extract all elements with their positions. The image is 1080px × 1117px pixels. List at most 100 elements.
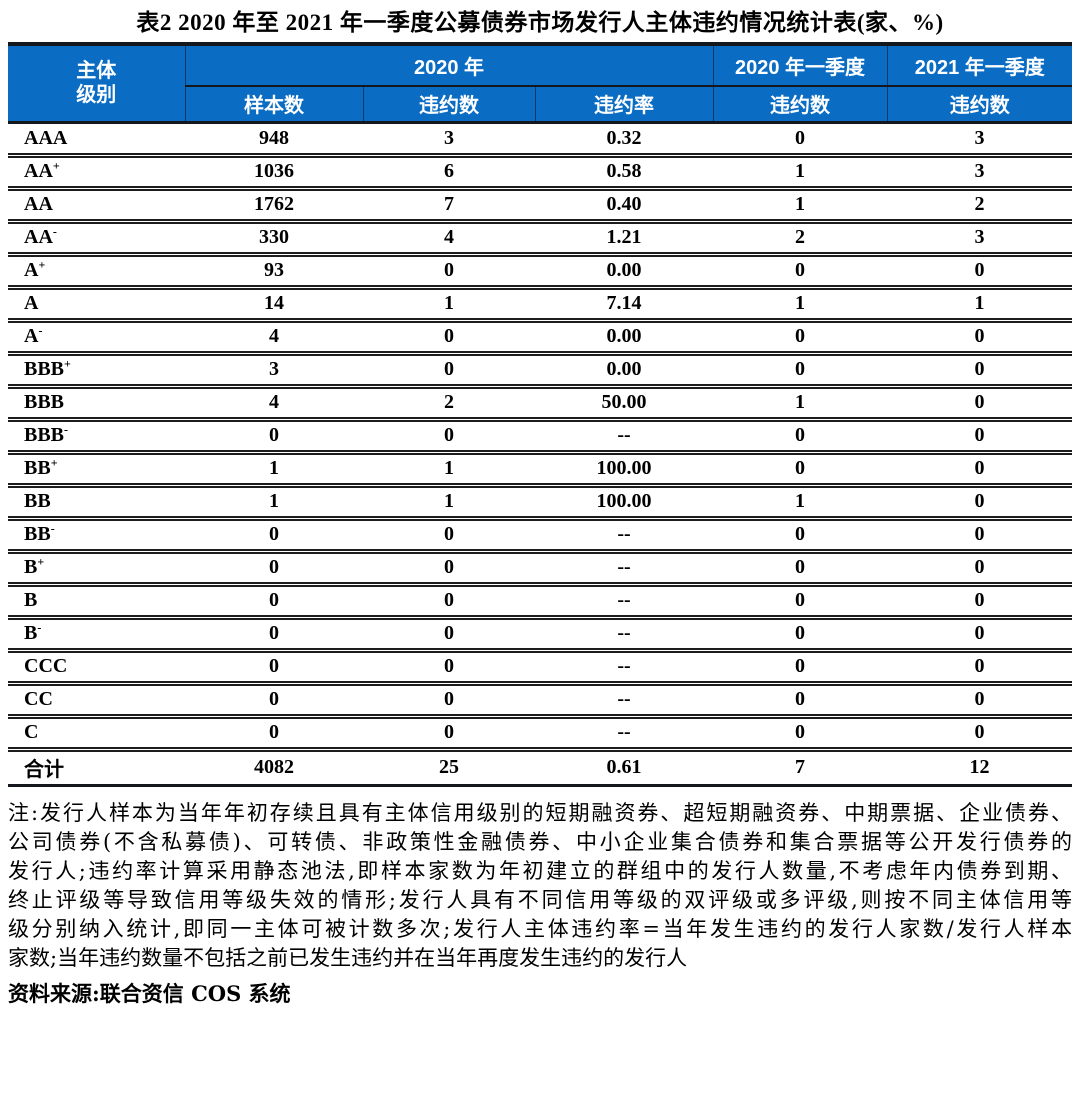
cell-value: 14: [185, 287, 363, 323]
table-header: 主体 级别 2020 年 2020 年一季度 2021 年一季度 样本数 违约数…: [8, 44, 1072, 124]
header-q1-2020: 2020 年一季度: [712, 44, 887, 87]
header-q1-2021-default-count: 违约数: [886, 86, 1072, 124]
total-row: 合计 4082 25 0.61 7 12: [8, 749, 1072, 787]
note-line: 家数;当年违约数量不包括之前已发生违约并在当年再度发生违约的发行人: [8, 945, 688, 970]
rating-label: A+: [8, 254, 185, 290]
cell-value: 0: [185, 617, 363, 653]
header-rating-level: 主体 级别: [8, 44, 185, 124]
cell-value: --: [535, 419, 713, 455]
rating-row: CC 0 0 -- 0 0: [8, 683, 1072, 719]
cell-value: 0: [185, 419, 363, 455]
note-line: 公司债券(不含私募债)、可转债、非政策性金融债券、中小企业集合债券和集合票据等公…: [8, 829, 1072, 854]
header-q1-2020-default-count: 违约数: [712, 86, 887, 124]
cell-value: 0: [887, 386, 1072, 422]
cell-value: 0: [363, 353, 535, 389]
rating-sup: +: [50, 455, 58, 470]
cell-value: 7.14: [535, 287, 713, 323]
cell-value: 0: [185, 650, 363, 686]
rating-row: AA 1762 7 0.40 1 2: [8, 188, 1072, 224]
default-statistics-table: 主体 级别 2020 年 2020 年一季度 2021 年一季度 样本数 违约数…: [8, 42, 1072, 787]
cell-value: 0: [363, 419, 535, 455]
cell-value: 0: [713, 650, 887, 686]
cell-value: 6: [363, 155, 535, 191]
cell-value: 0.00: [535, 320, 713, 356]
cell-value: 0: [363, 650, 535, 686]
rating-label: B: [8, 584, 185, 620]
cell-value: 0: [887, 452, 1072, 488]
rating-label: AA: [8, 188, 185, 224]
cell-value: 0.00: [535, 254, 713, 290]
rating-row: BBB 4 2 50.00 1 0: [8, 386, 1072, 422]
total-label: 合计: [8, 749, 185, 787]
cell-value: 0: [363, 716, 535, 752]
cell-value: 1: [713, 188, 887, 224]
cell-value: 0: [363, 584, 535, 620]
cell-value: 4: [185, 386, 363, 422]
cell-value: 0: [363, 320, 535, 356]
cell-value: 0: [363, 617, 535, 653]
rating-row: B- 0 0 -- 0 0: [8, 617, 1072, 653]
cell-value: 0.00: [535, 353, 713, 389]
cell-value: 4: [363, 221, 535, 257]
total-q1-2020-default-count: 7: [713, 749, 887, 787]
header-sample-count: 样本数: [184, 86, 363, 124]
rating-row: BBB+ 3 0 0.00 0 0: [8, 353, 1072, 389]
cell-value: 0.58: [535, 155, 713, 191]
cell-value: 1: [185, 485, 363, 521]
rating-label: CC: [8, 683, 185, 719]
rating-sup: -: [64, 422, 69, 437]
rating-label: B-: [8, 617, 185, 653]
table-title: 表2 2020 年至 2021 年一季度公募债券市场发行人主体违约情况统计表(家…: [136, 10, 944, 35]
rating-label: BBB-: [8, 419, 185, 455]
cell-value: 50.00: [535, 386, 713, 422]
cell-value: 0: [185, 518, 363, 554]
cell-value: 1036: [185, 155, 363, 191]
source-line: 资料来源:联合资信 COS 系统: [8, 980, 1072, 1008]
cell-value: 0: [713, 683, 887, 719]
note-line: 终止评级等导致信用等级失效的情形;发行人具有不同信用等级的双评级或多评级,则按不…: [8, 887, 1072, 912]
rating-row: BB 1 1 100.00 1 0: [8, 485, 1072, 521]
cell-value: 0: [713, 518, 887, 554]
rating-label: A: [8, 287, 185, 323]
table-notes: 注:发行人样本为当年年初存续且具有主体信用级别的短期融资券、超短期融资券、中期票…: [8, 799, 1072, 973]
cell-value: 0: [713, 320, 887, 356]
rating-sup: -: [52, 224, 57, 239]
header-q1-2021: 2021 年一季度: [886, 44, 1072, 87]
note-line: 发行人;违约率计算采用静态池法,即样本家数为年初建立的群组中的发行人数量,不考虑…: [8, 858, 1072, 883]
rating-sup: +: [64, 356, 71, 371]
cell-value: 0: [713, 254, 887, 290]
cell-value: 0: [363, 518, 535, 554]
rating-label: BB+: [8, 452, 185, 488]
rating-sup: -: [50, 521, 55, 536]
rating-label: AA+: [8, 155, 185, 191]
cell-value: 948: [185, 122, 363, 158]
cell-value: --: [535, 551, 713, 587]
header-default-count: 违约数: [362, 86, 535, 124]
cell-value: 3: [185, 353, 363, 389]
rating-row: A 14 1 7.14 1 1: [8, 287, 1072, 323]
cell-value: 330: [185, 221, 363, 257]
rating-row: A+ 93 0 0.00 0 0: [8, 254, 1072, 290]
source-text: 联合资信 COS 系统: [99, 980, 291, 1006]
rating-row: CCC 0 0 -- 0 0: [8, 650, 1072, 686]
cell-value: 0: [887, 551, 1072, 587]
cell-value: 1: [363, 287, 535, 323]
rating-sup: +: [38, 257, 46, 272]
cell-value: 0: [887, 716, 1072, 752]
total-sample-count: 4082: [185, 749, 363, 787]
cell-value: 1: [363, 485, 535, 521]
cell-value: 0.40: [535, 188, 713, 224]
cell-value: 0: [887, 518, 1072, 554]
cell-value: 0.32: [535, 122, 713, 158]
cell-value: 1: [713, 287, 887, 323]
cell-value: 0: [887, 683, 1072, 719]
cell-value: --: [535, 716, 713, 752]
rating-row: BB+ 1 1 100.00 0 0: [8, 452, 1072, 488]
cell-value: 100.00: [535, 485, 713, 521]
cell-value: 0: [887, 320, 1072, 356]
cell-value: 0: [887, 584, 1072, 620]
cell-value: --: [535, 683, 713, 719]
cell-value: 0: [713, 122, 887, 158]
header-year-2020: 2020 年: [184, 44, 713, 87]
total-default-rate: 0.61: [535, 749, 713, 787]
